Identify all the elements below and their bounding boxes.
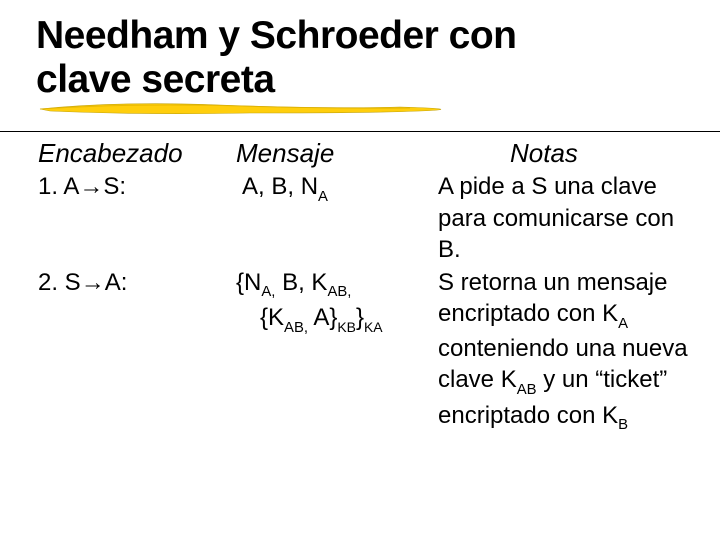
title-underline <box>36 95 696 117</box>
column-header-mensaje: Mensaje <box>236 138 438 169</box>
table-row: 2. S→A: {NA, B, KAB, {KAB, A}KB}KA S ret… <box>38 267 700 435</box>
step-message: A, B, NA <box>236 171 438 206</box>
title-line-1: Needham y Schroeder con <box>36 14 517 57</box>
step-header: 2. S→A: <box>38 267 236 298</box>
step-message: {NA, B, KAB, {KAB, A}KB}KA <box>236 267 438 337</box>
protocol-table: Encabezado Mensaje Notas 1. A→S: A, B, N… <box>0 132 720 434</box>
step-header: 1. A→S: <box>38 171 236 202</box>
column-header-notas: Notas <box>438 138 700 169</box>
step-notes: S retorna un mensaje encriptado con KA c… <box>438 267 700 435</box>
slide-title: Needham y Schroeder con clave secreta <box>36 14 720 101</box>
table-header-row: Encabezado Mensaje Notas <box>38 138 700 169</box>
title-block: Needham y Schroeder con clave secreta <box>0 0 720 117</box>
title-line-2: clave secreta <box>36 58 275 101</box>
step-notes: A pide a S una clave para comunicarse co… <box>438 171 700 265</box>
column-header-encabezado: Encabezado <box>38 138 236 169</box>
table-row: 1. A→S: A, B, NA A pide a S una clave pa… <box>38 171 700 265</box>
